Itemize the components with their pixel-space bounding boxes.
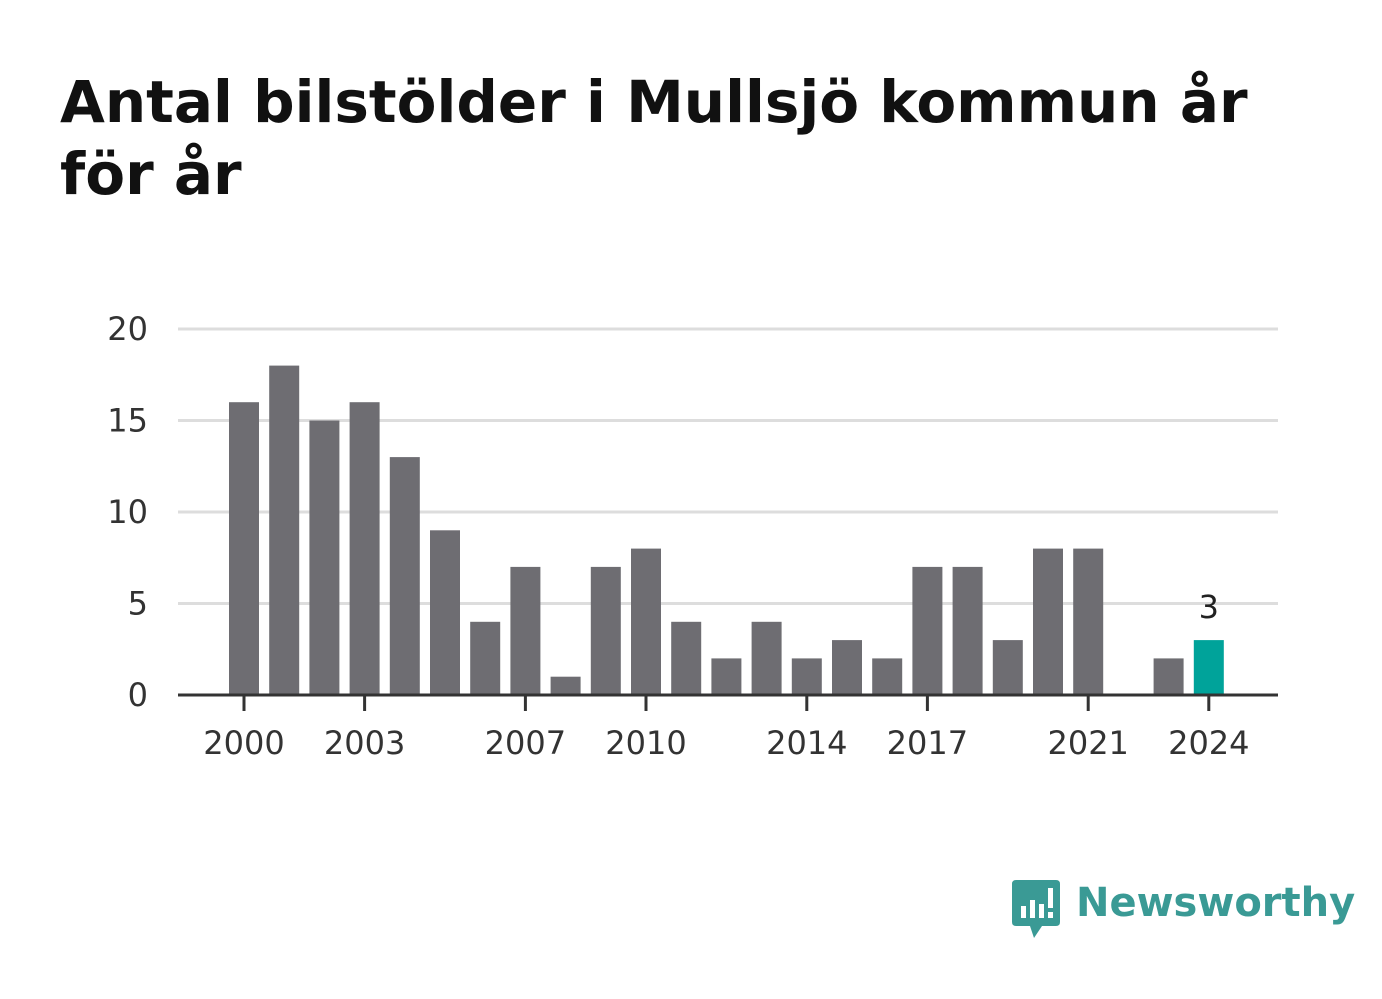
bar-2004 [389,457,420,695]
bar-2003 [349,402,380,695]
bars [229,365,1224,695]
bar-2017 [912,566,943,695]
bar-2015 [832,640,862,695]
y-tick-label-5: 5 [128,585,148,623]
x-tick-label-2021: 2021 [1047,724,1128,762]
y-tick-label-0: 0 [128,676,148,714]
bar-2002 [309,420,340,695]
data-labels: 3 [1199,588,1219,626]
bar-2018 [952,566,983,695]
data-label-2024: 3 [1199,588,1219,626]
bar-2019 [992,640,1023,695]
x-tick-label-2024: 2024 [1168,724,1249,762]
bar-2012 [711,658,742,695]
bar-2009 [590,566,621,695]
bar-2023 [1153,658,1184,695]
y-tick-label-20: 20 [107,310,148,348]
bar-2005 [430,530,460,695]
y-tick-label-10: 10 [107,493,148,531]
x-tick-label-2007: 2007 [485,724,566,762]
x-tick-label-2003: 2003 [324,724,405,762]
bar-2021 [1073,548,1104,695]
grid-lines [178,327,1278,605]
newsworthy-logo-icon [1012,880,1060,938]
bar-2008 [550,676,581,695]
bar-2024 [1193,640,1224,695]
y-axis-labels: 0 5 10 15 20 [107,310,148,714]
bar-2006 [470,621,501,695]
x-tick-label-2000: 2000 [203,724,284,762]
bar-2014 [791,658,822,695]
bar-2011 [671,621,702,695]
x-tick-label-2014: 2014 [766,724,847,762]
brand-logo: Newsworthy [1010,878,1355,942]
x-axis-labels: 2000 2003 2007 2010 2014 2017 2021 2024 [203,724,1249,762]
bar-2007 [510,566,541,695]
bar-2000 [229,402,259,695]
y-tick-label-15: 15 [107,402,148,440]
chart-title: Antal bilstölder i Mullsjö kommun år för… [60,68,1248,208]
bar-2016 [872,658,903,695]
x-tick-label-2017: 2017 [887,724,968,762]
x-axis [178,693,1278,711]
brand-name: Newsworthy [1076,880,1356,926]
bar-2001 [269,365,300,695]
bar-2013 [751,621,782,695]
bar-2020 [1033,548,1063,695]
x-tick-label-2010: 2010 [605,724,686,762]
bar-2010 [631,548,661,695]
